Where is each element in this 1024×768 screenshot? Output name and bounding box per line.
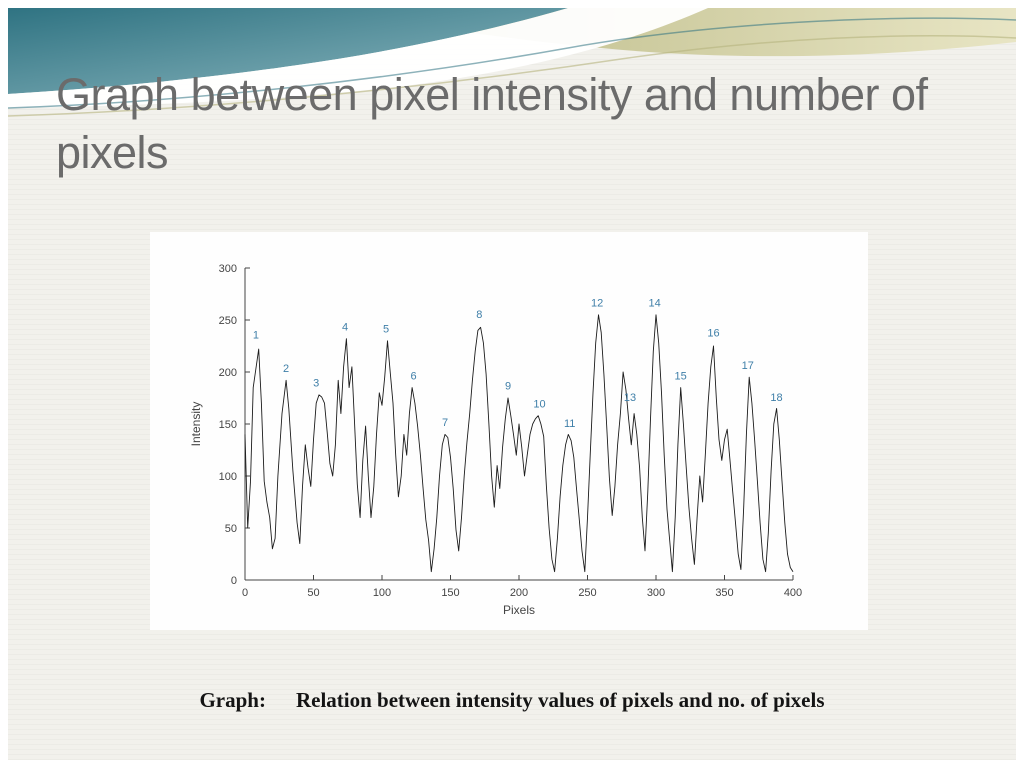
x-tick-label: 0: [242, 587, 248, 599]
y-tick-label: 150: [219, 419, 237, 431]
peak-label-15: 15: [675, 370, 687, 382]
peak-label-5: 5: [383, 323, 389, 335]
y-axis-label: Intensity: [189, 402, 203, 447]
peak-label-4: 4: [342, 321, 348, 333]
white-wave-shape: [8, 8, 708, 108]
x-tick-label: 200: [510, 587, 528, 599]
y-tick-label: 50: [225, 523, 237, 535]
caption-text: Relation between intensity values of pix…: [295, 688, 825, 712]
y-tick-label: 200: [219, 367, 237, 379]
peak-label-17: 17: [742, 360, 754, 372]
peak-label-13: 13: [624, 392, 636, 404]
peak-label-9: 9: [505, 381, 511, 393]
thin-teal-line: [8, 17, 1016, 109]
peak-label-11: 11: [564, 418, 575, 430]
caption-label: Graph:: [199, 688, 266, 712]
x-tick-label: 350: [715, 587, 733, 599]
slide: Graph between pixel intensity and number…: [8, 8, 1016, 760]
x-tick-label: 50: [307, 587, 319, 599]
y-tick-label: 250: [219, 315, 237, 327]
chart-caption: Graph: Relation between intensity values …: [8, 688, 1016, 713]
x-tick-label: 250: [578, 587, 596, 599]
thin-olive-line: [8, 35, 1016, 117]
peak-label-16: 16: [707, 328, 719, 340]
intensity-chart: 0 50 100 150 200 250 300 0 50 100 150 200 250 300 350 4…: [189, 263, 802, 617]
peak-label-10: 10: [533, 398, 545, 410]
y-tick-label: 300: [219, 263, 237, 275]
peak-label-7: 7: [442, 417, 448, 429]
page-title: Graph between pixel intensity and number…: [56, 69, 928, 178]
y-tick-label: 100: [219, 471, 237, 483]
x-tick-label: 300: [647, 587, 665, 599]
peak-label-8: 8: [476, 309, 482, 321]
peak-label-6: 6: [410, 370, 416, 382]
teal-band-shape: [8, 8, 568, 94]
x-tick-label: 150: [441, 587, 459, 599]
peak-label-18: 18: [770, 392, 782, 404]
peak-label-3: 3: [313, 378, 319, 390]
header-wave-decoration: [8, 8, 1016, 117]
peak-label-12: 12: [591, 297, 603, 309]
peak-label-14: 14: [649, 297, 661, 309]
intensity-signal-line: [244, 314, 794, 573]
peak-label-1: 1: [253, 330, 259, 342]
x-tick-label: 100: [373, 587, 391, 599]
peak-label-2: 2: [283, 363, 289, 375]
x-tick-label: 400: [784, 587, 802, 599]
y-tick-label: 0: [231, 575, 237, 587]
chart-panel: 0 50 100 150 200 250 300 0 50 100 150 200 250 300 350 4…: [150, 232, 868, 630]
x-axis-label: Pixels: [503, 603, 535, 617]
